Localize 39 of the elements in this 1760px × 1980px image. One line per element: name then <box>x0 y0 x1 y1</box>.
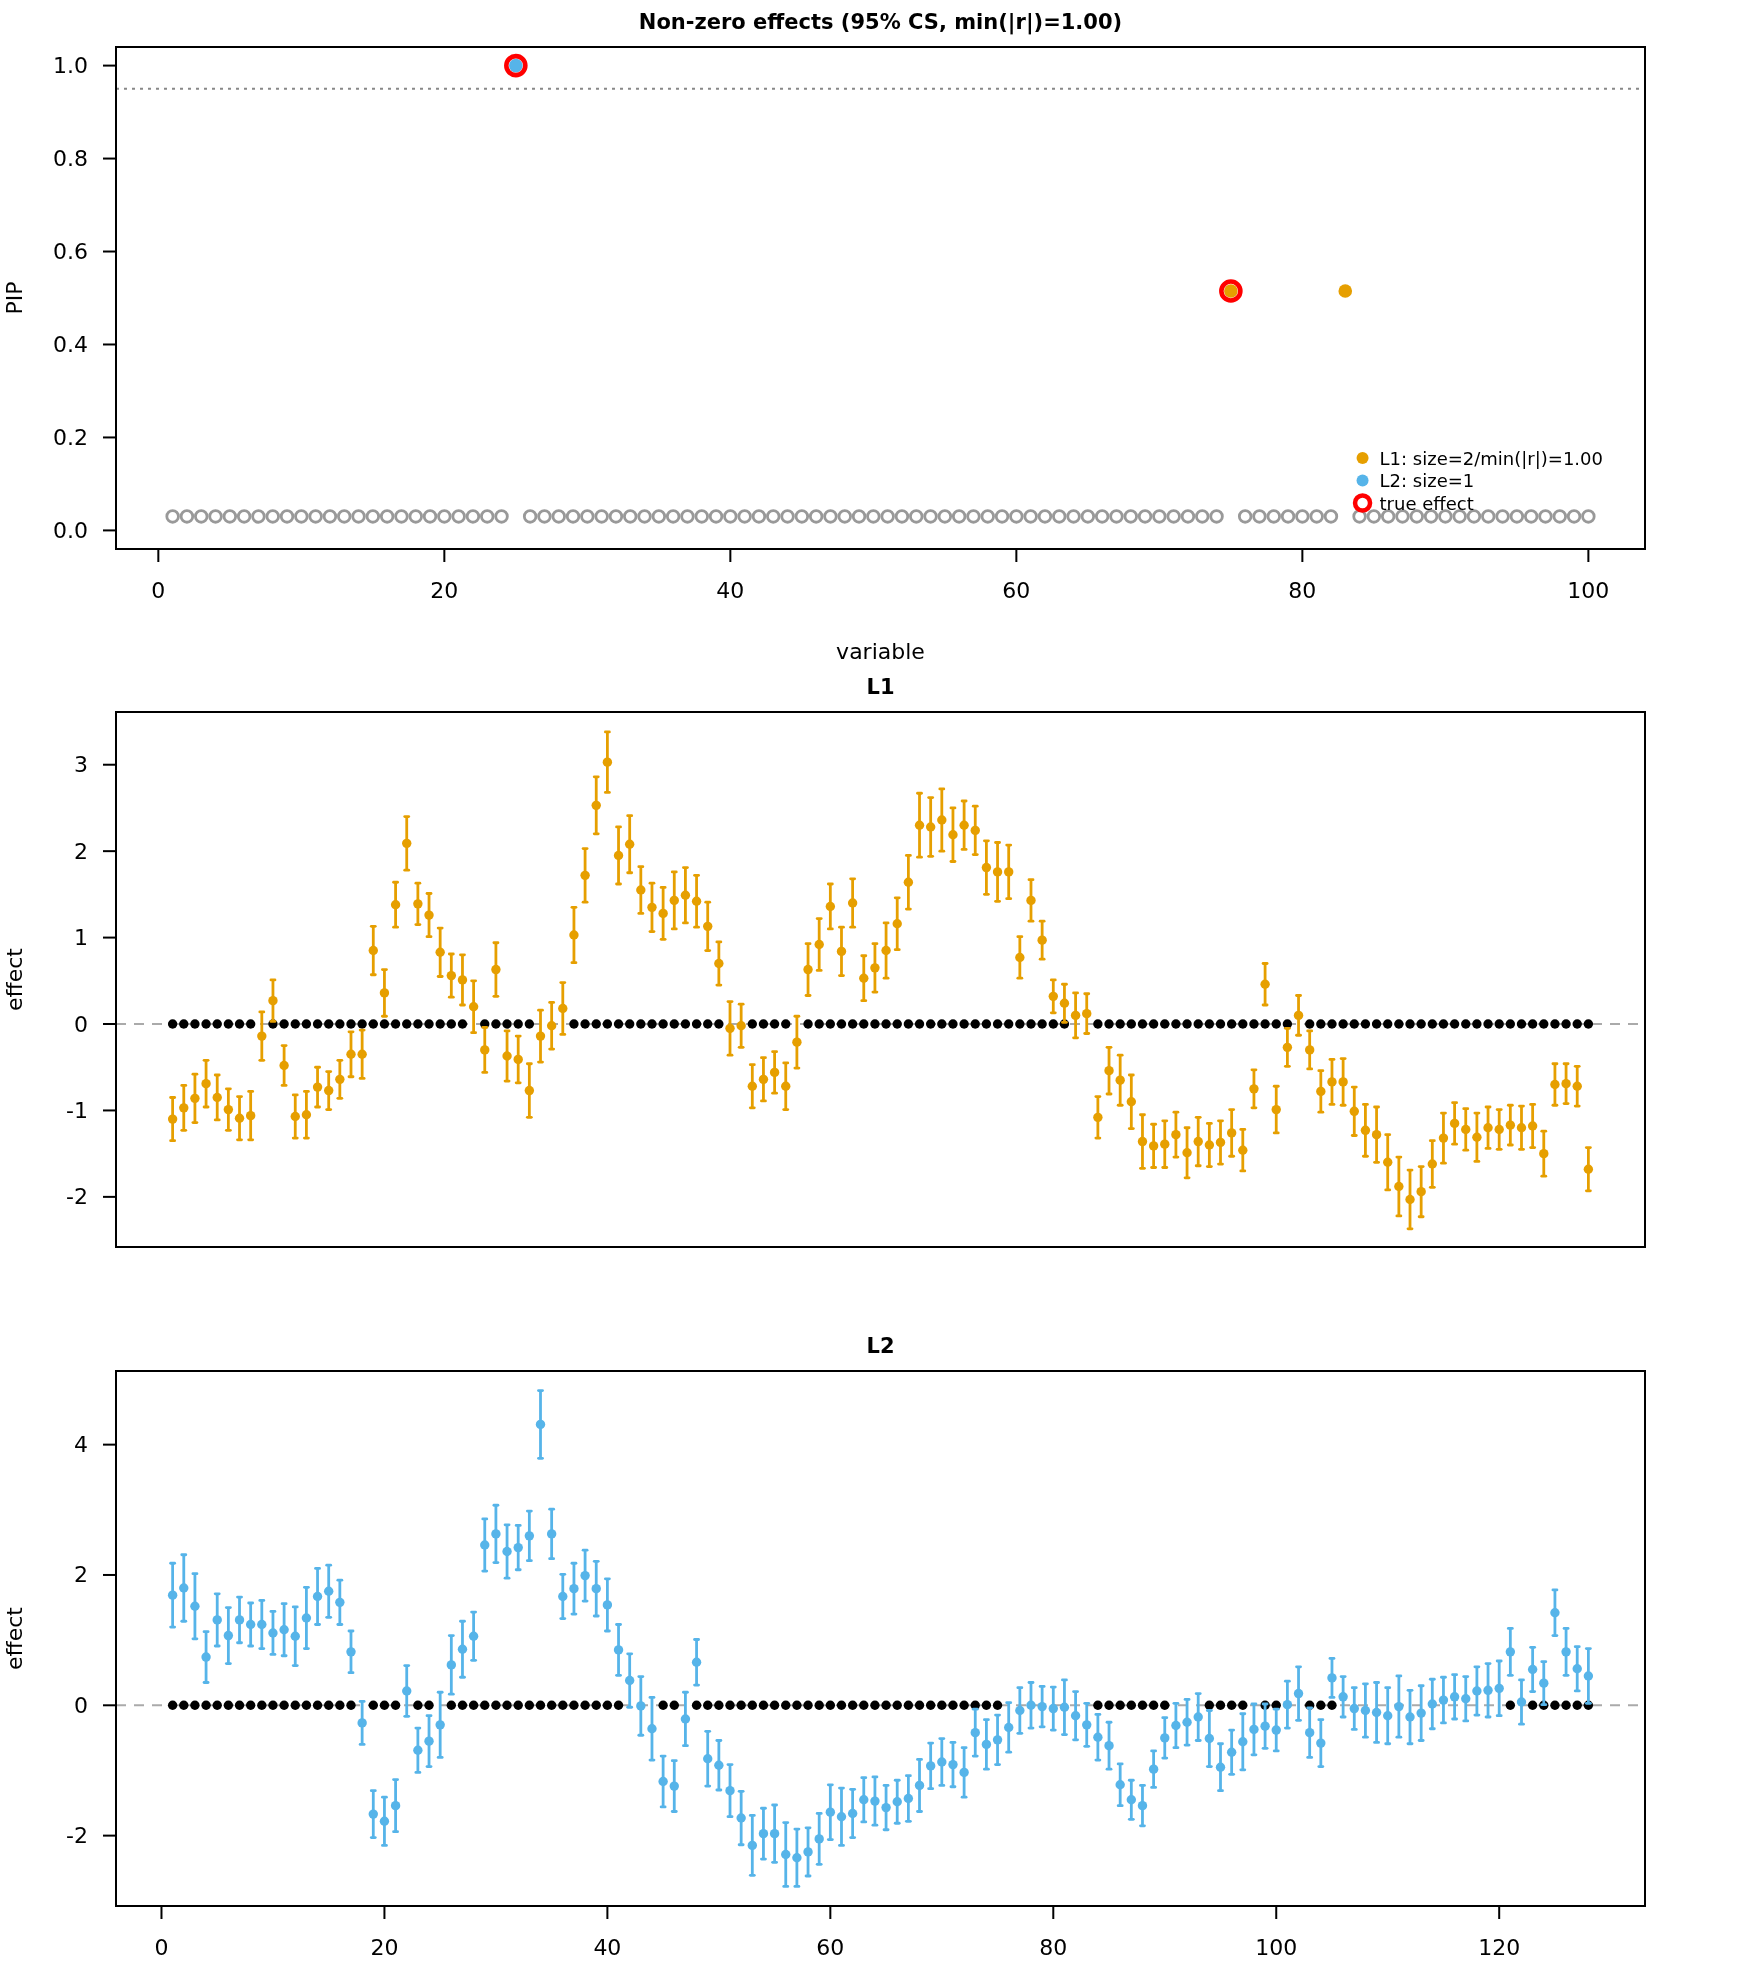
chart-title: L2 <box>866 1334 895 1358</box>
x-tick-label: 100 <box>1567 577 1610 603</box>
legend-label: L1: size=2/min(|r|)=1.00 <box>1379 447 1603 469</box>
y-tick-label: 0 <box>74 1011 88 1037</box>
y-tick-label: -2 <box>66 1184 88 1210</box>
y-tick-label: -1 <box>66 1097 88 1123</box>
y-tick-label: 2 <box>74 1562 88 1588</box>
y-tick-label: 2 <box>74 838 88 864</box>
x-axis-title: variable <box>836 638 925 664</box>
y-tick-label: -2 <box>66 1823 88 1849</box>
x-tick-label: 20 <box>370 1934 399 1960</box>
x-tick-label: 80 <box>1288 577 1317 603</box>
y-axis-title: PIP <box>1 281 27 315</box>
x-tick-label: 0 <box>154 1934 169 1960</box>
y-tick-label: 1 <box>74 925 88 951</box>
y-axis-title: effect <box>1 1606 27 1670</box>
x-tick-label: 0 <box>151 577 166 603</box>
y-axis-title: effect <box>1 947 27 1011</box>
chart-title: L1 <box>866 675 895 699</box>
x-tick-label: 60 <box>816 1934 845 1960</box>
y-tick-label: 3 <box>74 752 88 778</box>
legend-label: true effect <box>1379 492 1474 514</box>
x-tick-label: 120 <box>1478 1934 1521 1960</box>
y-tick-label: 0.6 <box>53 239 88 265</box>
x-tick-label: 80 <box>1039 1934 1068 1960</box>
x-tick-label: 20 <box>430 577 459 603</box>
y-tick-label: 4 <box>74 1432 88 1458</box>
y-tick-label: 0 <box>74 1692 88 1718</box>
y-tick-label: 0.2 <box>53 424 88 450</box>
y-tick-label: 0.0 <box>53 517 88 543</box>
chart-title: Non-zero effects (95% CS, min(|r|)=1.00) <box>638 10 1123 35</box>
x-tick-label: 100 <box>1255 1934 1298 1960</box>
x-tick-label: 40 <box>593 1934 622 1960</box>
y-tick-label: 1.0 <box>53 53 88 79</box>
legend-label: L2: size=1 <box>1379 470 1475 491</box>
x-tick-label: 40 <box>716 577 745 603</box>
y-tick-label: 0.8 <box>53 146 88 172</box>
x-tick-label: 60 <box>1002 577 1031 603</box>
y-tick-label: 0.4 <box>53 331 88 357</box>
